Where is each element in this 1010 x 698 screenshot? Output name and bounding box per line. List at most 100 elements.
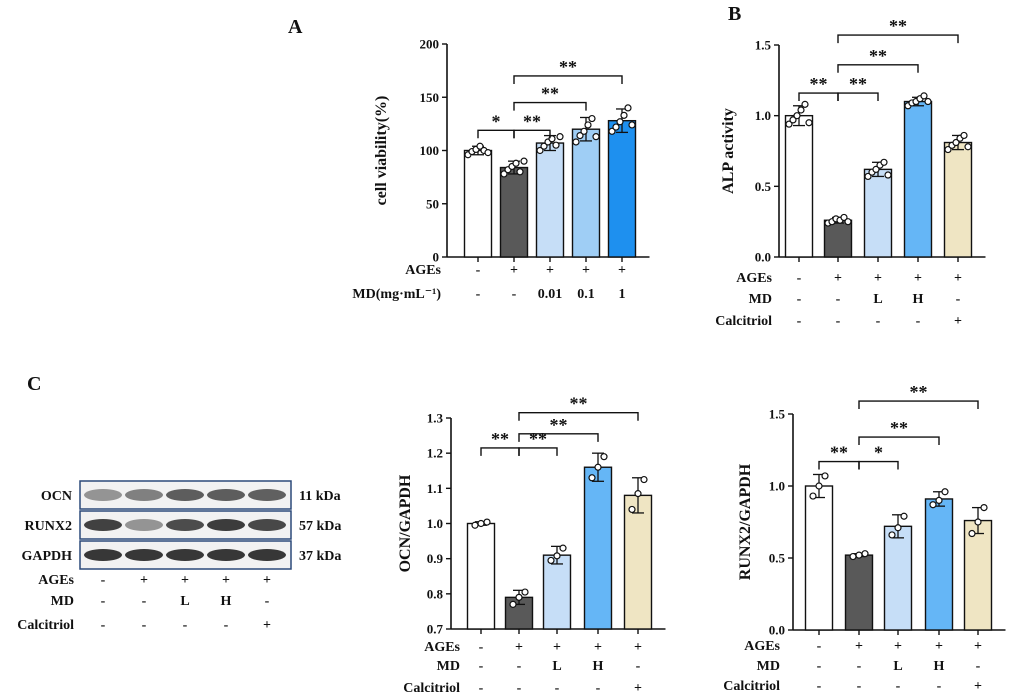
y-tick-label: 1.0 (755, 108, 771, 123)
data-point (628, 505, 636, 514)
data-point (612, 123, 620, 131)
condition-value: - (512, 287, 517, 302)
data-point (789, 116, 797, 124)
data-point (509, 600, 517, 608)
data-point (588, 474, 596, 482)
y-tick-label: 1.5 (769, 407, 786, 422)
blot-band (207, 519, 245, 531)
blot-band (207, 549, 245, 561)
condition-value: - (836, 292, 841, 307)
blot-protein-label: OCN (41, 489, 72, 504)
blot-condition-label: Calcitriol (17, 618, 74, 633)
data-point (894, 524, 902, 532)
condition-value: - (517, 659, 522, 674)
condition-value: + (618, 263, 626, 278)
data-point (929, 501, 937, 509)
data-point (793, 112, 801, 120)
blot-condition-value: + (263, 573, 271, 588)
blot-band (84, 549, 122, 561)
condition-label: AGEs (405, 263, 441, 278)
condition-value: + (894, 639, 902, 654)
y-tick-label: 1.0 (427, 516, 443, 531)
bar (623, 494, 653, 630)
blot-condition-value: - (183, 618, 188, 633)
significance-bracket (858, 436, 940, 446)
significance-label: ** (910, 382, 928, 402)
blot-band (166, 519, 204, 531)
condition-value: - (896, 679, 901, 694)
condition-value: + (914, 271, 922, 286)
significance-bracket (837, 92, 879, 102)
significance-label: ** (559, 57, 577, 77)
blot-band (84, 519, 122, 531)
data-point (805, 119, 813, 127)
data-point (620, 111, 628, 119)
condition-value: + (634, 681, 642, 696)
significance-label: * (874, 443, 883, 463)
condition-value: - (976, 659, 981, 674)
significance-label: ** (550, 415, 568, 435)
condition-value: + (874, 271, 882, 286)
panel-label-a: A (288, 16, 303, 38)
y-tick-label: 50 (426, 196, 439, 211)
condition-value: - (596, 681, 601, 696)
blot-band (248, 489, 286, 501)
condition-label: AGEs (744, 639, 780, 654)
condition-value: - (916, 314, 921, 329)
condition-value: + (582, 263, 590, 278)
blot-condition-label: MD (51, 594, 74, 609)
condition-value: + (954, 314, 962, 329)
condition-value: - (956, 292, 961, 307)
data-point (540, 142, 548, 150)
significance-label: ** (890, 418, 908, 438)
significance-bracket (480, 447, 520, 456)
blot-protein-label: GAPDH (21, 549, 72, 564)
data-point (840, 213, 848, 222)
bar (571, 128, 601, 258)
significance-label: ** (491, 429, 509, 449)
bar (924, 498, 954, 631)
data-point (500, 170, 508, 178)
condition-value: - (479, 681, 484, 696)
data-point (536, 146, 544, 155)
y-tick-label: 0.5 (769, 551, 786, 566)
significance-bracket (518, 433, 599, 442)
significance-label: * (492, 111, 501, 131)
data-point (483, 518, 491, 526)
significance-label: ** (523, 111, 541, 131)
data-point (628, 121, 636, 129)
condition-value: - (476, 263, 481, 278)
condition-value: + (634, 640, 642, 655)
y-tick-label: 1.1 (427, 481, 443, 496)
condition-value: + (834, 271, 842, 286)
blot-band (248, 549, 286, 561)
data-point (547, 556, 555, 565)
significance-bracket (837, 34, 959, 44)
data-point (809, 492, 817, 500)
data-point (616, 118, 624, 126)
y-axis-label: cell viability(%) (373, 96, 390, 206)
blot-condition-value: + (181, 573, 189, 588)
blot-band (125, 489, 163, 501)
condition-value: - (636, 659, 641, 674)
data-point (920, 92, 928, 100)
condition-value: L (873, 292, 882, 307)
condition-value: - (817, 639, 822, 654)
data-point (576, 131, 584, 140)
condition-value: L (893, 659, 902, 674)
blot-mw-label: 57 kDa (299, 519, 341, 534)
blot-condition-value: H (221, 594, 232, 609)
data-point (634, 490, 642, 498)
bar (607, 119, 637, 258)
significance-bracket (858, 400, 979, 410)
bar (466, 522, 496, 630)
bar (844, 554, 874, 631)
blot-condition-value: - (265, 594, 270, 609)
condition-value: - (857, 659, 862, 674)
data-point (952, 138, 960, 147)
data-point (584, 121, 592, 129)
data-point (844, 218, 852, 226)
